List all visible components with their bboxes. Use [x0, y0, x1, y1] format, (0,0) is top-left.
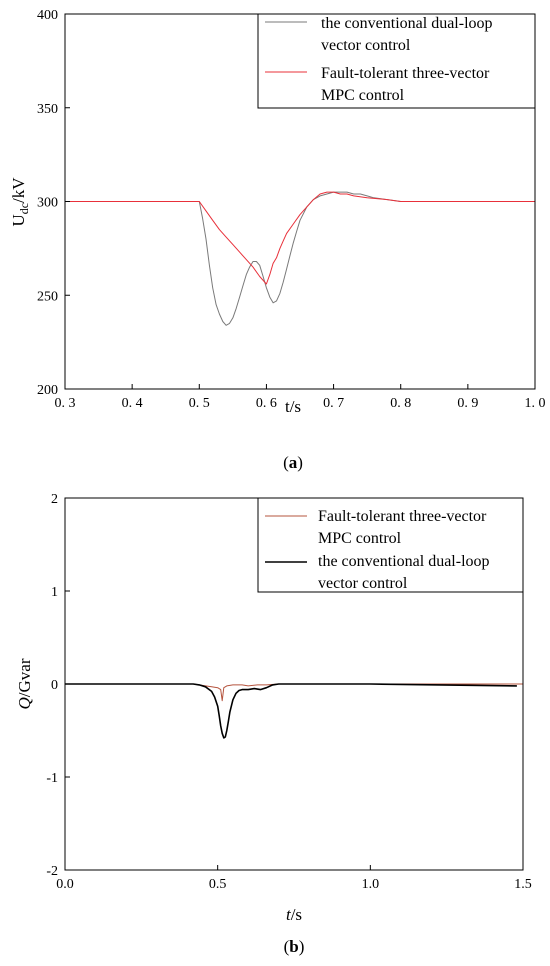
chart-a-ticks: 0. 3 0. 4 0. 5 0. 6 0. 7 0. 8 0. 9 1. 0 200 250 30…	[37, 8, 546, 411]
chart-a-y-label-sub: dc	[17, 203, 31, 214]
chart-b-x-tick-label-1: 0.5	[209, 877, 227, 892]
chart-b-y-label-unit: /Gvar	[15, 658, 34, 697]
chart-a-y-axis-label: Udc/kV	[9, 177, 31, 227]
chart-b-legend-label-conventional-1: the conventional dual-loop	[318, 553, 490, 570]
chart-b-legend-label-mpc-1: Fault-tolerant three-vector	[318, 508, 487, 525]
chart-a-x-tick-label-7: 1. 0	[525, 396, 546, 411]
chart-b-x-label-unit: /s	[291, 905, 302, 924]
chart-a-y-tick-label-0: 200	[37, 383, 58, 398]
chart-b-legend-label-conventional-2: vector control	[318, 575, 408, 592]
chart-b-y-tick-label-1: -1	[46, 771, 58, 786]
chart-a-y-tick-label-4: 400	[37, 8, 58, 23]
chart-b-x-tick-label-3: 1.5	[514, 877, 532, 892]
chart-a-legend-label-mpc-1: Fault-tolerant three-vector	[321, 65, 490, 82]
chart-a-caption: (a)	[283, 453, 303, 472]
chart-b-series-line-1	[65, 683, 517, 739]
chart-a-y-tick-label-3: 350	[37, 102, 58, 117]
chart-a: 0. 3 0. 4 0. 5 0. 6 0. 7 0. 8 0. 9 1. 0 200 250 30…	[9, 8, 546, 472]
chart-b-caption-letter: b	[289, 937, 298, 956]
chart-a-x-tick-label-6: 0. 9	[457, 396, 478, 411]
chart-b: 0.0 0.5 1.0 1.5 -2 -1 0 1 2 Fault-tolerant three…	[15, 492, 532, 956]
chart-b-series-line-0	[65, 683, 523, 702]
chart-a-x-tick-label-1: 0. 4	[122, 396, 143, 411]
chart-a-series-layer	[65, 191, 535, 326]
chart-b-caption: (b)	[284, 937, 305, 956]
chart-b-legend-box	[257, 497, 524, 593]
chart-b-ticks: 0.0 0.5 1.0 1.5 -2 -1 0 1 2	[46, 492, 531, 892]
chart-b-y-tick-label-3: 1	[51, 585, 58, 600]
chart-b-x-label-main: t	[286, 905, 292, 924]
chart-b-y-axis-label: Q/Gvar	[15, 658, 34, 709]
chart-b-legend-label-mpc-2: MPC control	[318, 530, 402, 547]
chart-b-y-tick-label-4: 2	[51, 492, 58, 507]
chart-b-legend: Fault-tolerant three-vector MPC control …	[257, 497, 524, 593]
chart-a-x-tick-label-5: 0. 8	[390, 396, 411, 411]
chart-a-y-label-unit: /kV	[9, 177, 28, 203]
chart-b-series-layer	[65, 683, 523, 739]
chart-a-series-line-0	[65, 191, 535, 326]
chart-a-x-tick-label-0: 0. 3	[55, 396, 76, 411]
chart-a-legend: the conventional dual-loop vector contro…	[257, 13, 536, 109]
chart-a-x-axis-label: t/s	[285, 397, 301, 416]
chart-b-y-label-main: Q	[15, 697, 34, 709]
chart-b-x-tick-label-0: 0.0	[56, 877, 74, 892]
chart-a-caption-letter: a	[289, 453, 298, 472]
chart-a-legend-box	[257, 13, 536, 109]
chart-b-x-axis-label: t/s	[286, 905, 302, 924]
chart-a-legend-label-mpc-2: MPC control	[321, 87, 405, 104]
chart-b-x-tick-label-2: 1.0	[362, 877, 380, 892]
chart-a-y-tick-label-2: 300	[37, 196, 58, 211]
chart-a-series-line-1	[65, 191, 535, 285]
chart-a-x-tick-label-4: 0. 7	[323, 396, 344, 411]
chart-a-legend-label-conventional-2: vector control	[321, 37, 411, 54]
chart-a-y-tick-label-1: 250	[37, 289, 58, 304]
chart-a-y-label-main: U	[9, 214, 28, 226]
chart-a-x-tick-label-3: 0. 6	[256, 396, 277, 411]
chart-b-y-tick-label-2: 0	[51, 678, 58, 693]
chart-b-y-tick-label-0: -2	[46, 864, 58, 879]
chart-a-x-tick-label-2: 0. 5	[189, 396, 210, 411]
chart-a-legend-label-conventional-1: the conventional dual-loop	[321, 15, 493, 32]
